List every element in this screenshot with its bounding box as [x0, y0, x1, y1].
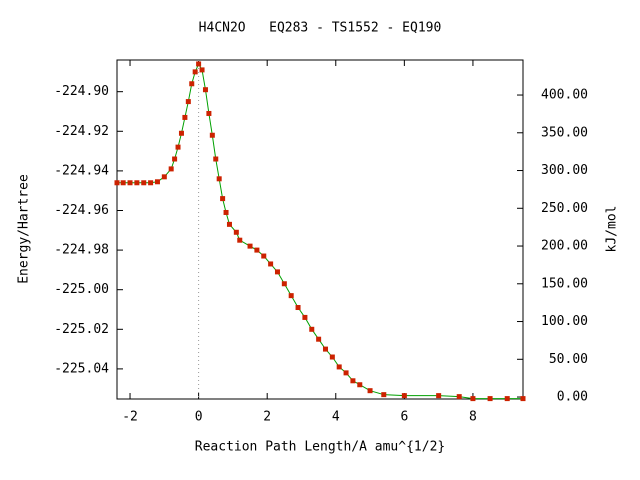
point-marker — [436, 393, 442, 399]
point-marker — [120, 180, 126, 186]
y2-tick-label: 50.00 — [549, 352, 588, 367]
y2-tick-label: 250.00 — [541, 201, 588, 216]
point-marker — [182, 114, 188, 120]
point-marker — [268, 261, 274, 267]
point-marker — [343, 370, 349, 376]
point-marker — [302, 314, 308, 320]
point-marker — [185, 99, 191, 105]
y2-tick-label: 350.00 — [541, 125, 588, 140]
point-marker — [309, 326, 315, 332]
point-marker — [401, 393, 407, 399]
x-tick-label: 4 — [332, 410, 340, 425]
y-tick-label: -224.90 — [54, 84, 109, 99]
point-marker — [237, 237, 243, 243]
point-marker — [127, 180, 133, 186]
x-tick-label: 2 — [263, 410, 271, 425]
point-marker — [295, 305, 301, 311]
point-marker — [202, 87, 208, 93]
point-marker — [367, 388, 373, 394]
point-marker — [161, 174, 167, 180]
point-marker — [178, 130, 184, 136]
y-tick-label: -225.02 — [54, 322, 109, 337]
point-marker — [288, 293, 294, 299]
point-marker — [504, 396, 510, 402]
point-marker — [350, 378, 356, 384]
point-marker — [213, 156, 219, 162]
plot-frame — [116, 59, 524, 400]
point-marker — [487, 396, 493, 402]
x-tick-label: 0 — [195, 410, 203, 425]
y-tick-label: -224.96 — [54, 203, 109, 218]
point-marker — [281, 281, 287, 287]
point-marker — [223, 209, 229, 215]
x-tick-label: 6 — [400, 410, 408, 425]
point-marker — [134, 180, 140, 186]
y2-tick-label: 100.00 — [541, 314, 588, 329]
point-marker — [172, 156, 178, 162]
y-tick-label: -224.94 — [54, 163, 109, 178]
point-marker — [254, 247, 260, 253]
point-marker — [322, 346, 328, 352]
x-tick-label: -2 — [122, 410, 138, 425]
point-marker — [206, 110, 212, 116]
point-marker — [175, 144, 181, 150]
point-marker — [192, 69, 198, 75]
point-marker — [216, 176, 222, 182]
y2-axis-label: kJ/mol — [605, 206, 620, 253]
point-marker — [114, 180, 120, 186]
y2-tick-label: 400.00 — [541, 88, 588, 103]
point-marker — [226, 221, 232, 227]
y-tick-label: -224.92 — [54, 124, 109, 139]
point-marker — [141, 180, 147, 186]
y-tick-label: -224.98 — [54, 243, 109, 258]
point-marker — [381, 392, 387, 398]
point-marker — [189, 81, 195, 87]
point-marker — [357, 382, 363, 388]
point-marker — [261, 253, 267, 259]
point-marker — [456, 394, 462, 400]
point-marker — [148, 180, 154, 186]
point-marker — [209, 132, 215, 138]
point-marker — [329, 354, 335, 360]
point-marker — [470, 396, 476, 402]
y-tick-label: -225.04 — [54, 361, 109, 376]
y2-tick-label: 300.00 — [541, 163, 588, 178]
point-marker — [247, 243, 253, 249]
y2-tick-label: 200.00 — [541, 239, 588, 254]
point-marker — [154, 179, 160, 185]
point-marker — [520, 396, 526, 402]
series-line — [117, 62, 523, 400]
point-marker — [274, 269, 280, 275]
point-marker — [316, 336, 322, 342]
y-tick-label: -225.00 — [54, 282, 109, 297]
x-axis-label: Reaction Path Length/A amu^{1/2} — [195, 440, 445, 455]
y2-tick-label: 150.00 — [541, 276, 588, 291]
point-marker — [336, 364, 342, 370]
y-axis-label: Energy/Hartree — [17, 174, 32, 284]
point-marker — [196, 61, 202, 67]
chart-title: H4CN2O EQ283 - TS1552 - EQ190 — [199, 21, 442, 36]
point-marker — [168, 166, 174, 172]
x-tick-label: 8 — [469, 410, 477, 425]
point-marker — [233, 229, 239, 235]
point-marker — [199, 67, 205, 73]
y2-tick-label: 0.00 — [557, 390, 588, 405]
point-marker — [220, 196, 226, 202]
